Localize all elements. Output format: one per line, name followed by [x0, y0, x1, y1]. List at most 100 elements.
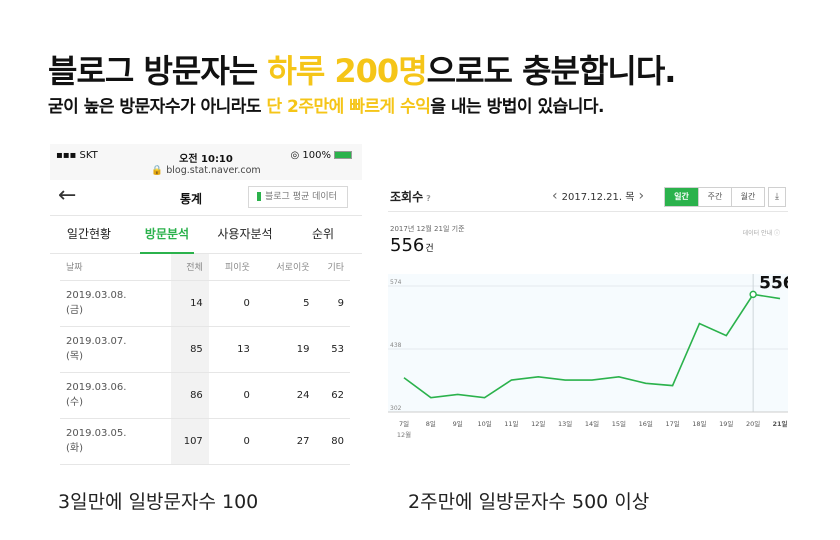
day-text: (화) — [66, 443, 84, 454]
x-tick-label: 12일 — [531, 419, 545, 428]
x-tick-label: 14일 — [585, 419, 599, 428]
headline-part2: 으로도 충분합니다. — [426, 52, 677, 90]
avg-button-label: 블로그 평균 데이터 — [265, 192, 337, 202]
blog-average-data-button[interactable]: 블로그 평균 데이터 — [248, 186, 348, 208]
headline: 블로그 방문자는 하루 200명으로도 충분합니다. — [48, 46, 677, 92]
cell-total: 107 — [170, 418, 209, 465]
battery-icon — [334, 151, 352, 159]
date-text: 2019.03.08. — [66, 290, 127, 301]
tab-daily-status[interactable]: 일간현황 — [66, 227, 112, 241]
cell-total: 14 — [170, 280, 209, 327]
chevron-right-icon[interactable]: › — [638, 188, 645, 204]
cell-mutual: 19 — [255, 326, 316, 373]
x-tick-label: 7일 — [399, 419, 409, 428]
x-tick-label: 17일 — [665, 419, 679, 428]
stats-tabs: 일간현황 방문분석 사용자분석 순위 — [50, 216, 362, 254]
x-tick-label: 16일 — [639, 419, 653, 428]
x-tick-label: 9일 — [453, 419, 463, 428]
caption-left: 3일만에 일방문자수 100 — [58, 491, 259, 513]
x-tick-label: 10일 — [477, 419, 491, 428]
header-mutual: 서로이웃 — [255, 254, 316, 281]
download-icon[interactable]: ⤓ — [768, 187, 786, 207]
tab-ranking[interactable]: 순위 — [311, 227, 335, 241]
cell-mutual: 5 — [255, 280, 316, 327]
cell-other: 80 — [315, 418, 350, 465]
day-text: (수) — [66, 397, 84, 408]
visit-table: 날짜 전체 피이웃 서로이웃 기타 2019.03.08. (금) 14 0 5 … — [60, 254, 350, 465]
subline: 굳이 높은 방문자수가 아니라도 단 2주만에 빠르게 수익을 내는 방법이 있… — [48, 92, 604, 117]
date-text: 2019.03.06. — [66, 382, 127, 393]
url-bar[interactable]: 🔒 blog.stat.naver.com — [151, 165, 261, 176]
cell-date: 2019.03.06. (수) — [60, 372, 171, 419]
table-row: 2019.03.06. (수) 86 0 24 62 — [60, 372, 350, 419]
cell-date: 2019.03.08. (금) — [60, 280, 171, 327]
x-tick-sublabel: 12월 — [397, 430, 411, 439]
tab-visit-analysis[interactable]: 방문분석 — [128, 216, 206, 254]
tab-user-analysis[interactable]: 사용자분석 — [217, 227, 273, 241]
table-row: 2019.03.05. (화) 107 0 27 80 — [60, 418, 350, 465]
headline-highlight: 하루 200명 — [267, 52, 427, 90]
headline-part1: 블로그 방문자는 — [48, 52, 268, 90]
page-title: 통계 — [180, 192, 203, 206]
cell-neighbor: 13 — [208, 326, 256, 373]
day-text: (금) — [66, 305, 84, 316]
subline-part1: 굳이 높은 방문자수가 아니라도 — [48, 97, 267, 117]
header-neighbor: 피이웃 — [208, 254, 256, 281]
header-other: 기타 — [315, 254, 350, 281]
x-tick-label: 13일 — [558, 419, 572, 428]
chevron-left-icon[interactable]: ‹ — [552, 188, 558, 204]
cell-mutual: 24 — [255, 372, 316, 419]
table-row: 2019.03.08. (금) 14 0 5 9 — [60, 280, 350, 327]
app-header: ← 통계 블로그 평균 데이터 — [50, 180, 362, 216]
total-views-unit: 건 — [425, 244, 434, 254]
header-date: 날짜 — [60, 254, 171, 281]
y-tick-label: 574 — [390, 279, 402, 286]
status-bar: ▪▪▪ SKT 오전 10:10 ◎ 100% 🔒 blog.stat.nave… — [50, 144, 362, 180]
views-label: 조회수? — [390, 188, 431, 205]
cell-mutual: 27 — [255, 418, 316, 465]
x-tick-label: 20일 — [746, 419, 760, 428]
x-tick-label: 21일 — [772, 419, 787, 428]
subline-highlight: 단 2주만에 빠르게 수익 — [266, 97, 431, 117]
data-guide-link[interactable]: 데이터 안내 ⓘ — [742, 230, 780, 237]
table-header-row: 날짜 전체 피이웃 서로이웃 기타 — [60, 254, 350, 281]
subline-part2: 을 내는 방법이 있습니다. — [430, 97, 604, 117]
views-label-text: 조회수 — [390, 190, 424, 204]
x-tick-label: 15일 — [612, 419, 626, 428]
card-toolbar: 조회수? ‹ 2017.12.21. 목 › 일간 주간 월간 ⤓ — [388, 182, 788, 212]
day-text: (목) — [66, 351, 84, 362]
cell-date: 2019.03.05. (화) — [60, 418, 171, 465]
current-date: 2017.12.21. 목 — [561, 192, 635, 203]
cell-neighbor: 0 — [208, 372, 256, 419]
total-views: 556건 — [390, 235, 434, 256]
x-tick-label: 18일 — [692, 419, 706, 428]
battery-indicator: ◎ 100% — [290, 150, 352, 161]
help-icon[interactable]: ? — [426, 194, 431, 203]
x-tick-label: 11일 — [504, 419, 518, 428]
y-tick-label: 302 — [390, 405, 402, 412]
battery-label: ◎ 100% — [290, 150, 332, 161]
x-tick-label: 8일 — [426, 419, 436, 428]
highlight-value-label: 556 — [759, 273, 788, 293]
plot-background — [388, 274, 788, 412]
cell-total: 85 — [170, 326, 209, 373]
cell-date: 2019.03.07. (목) — [60, 326, 171, 373]
data-point — [749, 290, 757, 299]
date-navigator: ‹ 2017.12.21. 목 › — [548, 188, 648, 204]
caption-right: 2주만에 일방문자수 500 이상 — [408, 491, 650, 513]
period-daily-button[interactable]: 일간 — [665, 188, 698, 206]
period-monthly-button[interactable]: 월간 — [731, 188, 764, 206]
basis-date: 2017년 12월 21일 기준 — [390, 225, 465, 233]
bar-chart-icon — [257, 192, 261, 201]
total-views-value: 556 — [390, 235, 425, 256]
period-toggle: 일간 주간 월간 — [664, 187, 765, 207]
cell-other: 9 — [315, 280, 350, 327]
x-tick-label: 19일 — [719, 419, 733, 428]
arrow-left-icon[interactable]: ← — [58, 183, 77, 208]
period-weekly-button[interactable]: 주간 — [698, 188, 731, 206]
cell-other: 62 — [315, 372, 350, 419]
y-tick-label: 438 — [390, 342, 402, 349]
cell-neighbor: 0 — [208, 418, 256, 465]
cell-neighbor: 0 — [208, 280, 256, 327]
status-time: 오전 10:10 — [179, 154, 233, 165]
